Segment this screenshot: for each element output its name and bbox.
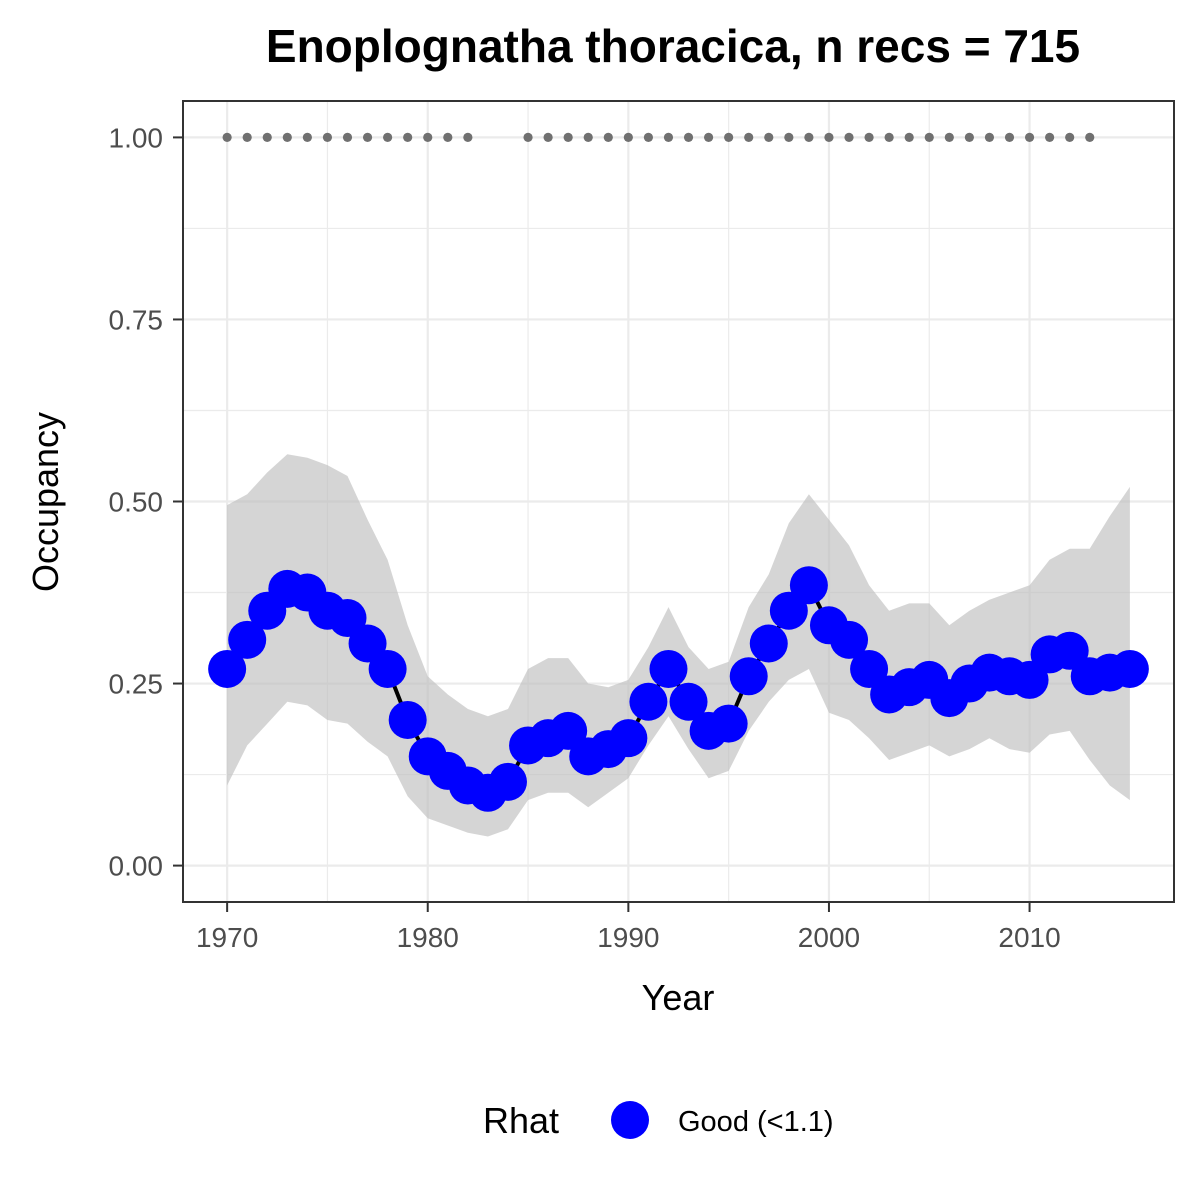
occupancy-point: [850, 649, 889, 688]
record-year-dot: [623, 132, 633, 143]
occupancy-point: [629, 682, 668, 721]
occupancy-points: [208, 566, 1149, 812]
record-year-dot: [543, 132, 553, 143]
occupancy-point: [729, 657, 768, 696]
record-year-dot: [643, 132, 654, 143]
y-tick-label: 0.75: [109, 304, 164, 335]
x-tick-label: 1990: [597, 922, 659, 953]
record-year-dot: [764, 132, 774, 143]
legend-label-good: Good (<1.1): [678, 1106, 834, 1138]
occupancy-point: [208, 649, 247, 688]
record-year-dot: [1085, 132, 1095, 143]
legend-title: Rhat: [483, 1100, 559, 1141]
record-year-dot: [603, 132, 613, 143]
record-year-dot: [784, 132, 794, 143]
record-year-dot: [443, 132, 453, 143]
record-year-dot: [222, 132, 232, 143]
occupancy-point: [488, 762, 527, 801]
record-year-dot: [262, 132, 272, 143]
record-year-dot: [724, 132, 734, 143]
confidence-ribbon-layer: [227, 454, 1130, 837]
axes: 1970 1980 1990 2000 2010 0.00 0.25 0.50 0.75 1.00: [109, 122, 1061, 953]
record-year-dot: [844, 132, 854, 143]
record-year-dot: [683, 132, 694, 143]
record-year-dot: [924, 132, 934, 143]
record-year-dot: [864, 132, 874, 143]
record-year-dot: [904, 132, 914, 143]
record-year-dot: [744, 132, 754, 143]
record-year-dot: [403, 132, 413, 143]
record-year-dot: [804, 132, 814, 143]
x-tick-label: 1970: [196, 922, 258, 953]
occupancy-point: [328, 599, 367, 638]
occupancy-point: [669, 682, 708, 721]
record-year-dot: [342, 132, 353, 143]
occupancy-point: [368, 649, 407, 688]
x-tick-label: 2000: [798, 922, 860, 953]
record-year-dot: [423, 132, 433, 143]
record-year-dot: [1065, 132, 1075, 143]
occupancy-point: [348, 624, 387, 663]
record-year-dot: [302, 132, 312, 143]
record-year-dot: [884, 132, 894, 143]
occupancy-point: [709, 704, 748, 743]
legend: Rhat Good (<1.1): [483, 1100, 834, 1141]
record-year-dot: [362, 132, 373, 143]
legend-key-good: [611, 1101, 649, 1139]
record-year-dot: [703, 132, 714, 143]
record-year-dot: [523, 132, 533, 143]
occupancy-point: [749, 624, 788, 663]
record-year-dot: [583, 132, 593, 143]
y-tick-label: 0.50: [109, 487, 164, 518]
confidence-ribbon: [227, 454, 1130, 837]
occupancy-point: [789, 566, 828, 605]
occupancy-point: [649, 649, 688, 688]
y-tick-label: 0.25: [109, 669, 164, 700]
record-year-dot: [383, 132, 393, 143]
record-year-dot: [563, 132, 573, 143]
record-year-dot: [824, 132, 834, 143]
y-axis-title: Occupancy: [25, 412, 66, 592]
record-year-dot: [282, 132, 292, 143]
occupancy-point: [388, 700, 427, 739]
record-year-dot: [463, 132, 473, 143]
record-year-dot: [1004, 132, 1015, 143]
occupancy-point: [1110, 649, 1149, 688]
record-year-dot: [242, 132, 252, 143]
record-year-dot: [964, 132, 974, 143]
occupancy-point: [830, 620, 869, 659]
record-year-dot: [1024, 132, 1035, 143]
record-year-dot: [1045, 132, 1055, 143]
record-year-dot: [663, 132, 674, 143]
record-year-dot: [322, 132, 333, 143]
occupancy-point: [769, 591, 808, 630]
record-year-dot: [984, 132, 995, 143]
x-tick-label: 2010: [998, 922, 1060, 953]
occupancy-point: [549, 711, 588, 750]
occupancy-point: [1010, 660, 1049, 699]
chart-title: Enoplognatha thoracica, n recs = 715: [266, 20, 1080, 72]
occupancy-point: [609, 719, 648, 758]
record-year-dots: [222, 132, 1095, 143]
x-axis-title: Year: [642, 977, 715, 1018]
y-tick-label: 0.00: [109, 851, 164, 882]
record-year-dot: [944, 132, 954, 143]
occupancy-point: [1050, 631, 1089, 670]
x-tick-label: 1980: [397, 922, 459, 953]
occupancy-point: [228, 620, 267, 659]
y-tick-label: 1.00: [109, 122, 164, 153]
